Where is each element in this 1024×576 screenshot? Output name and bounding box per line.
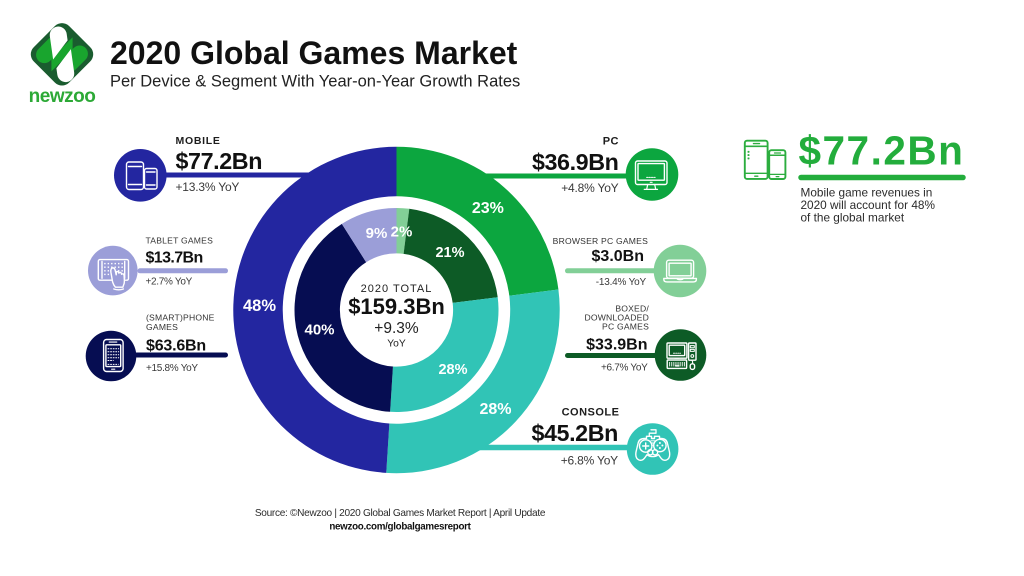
svg-text:MOBILE: MOBILE — [176, 135, 221, 147]
svg-text:Source: ©Newzoo | 2020 Global: Source: ©Newzoo | 2020 Global Games Mark… — [255, 508, 546, 519]
svg-text:$36.9Bn: $36.9Bn — [532, 149, 619, 175]
svg-text:$77.2Bn: $77.2Bn — [799, 128, 965, 174]
svg-text:$33.9Bn: $33.9Bn — [586, 337, 647, 354]
svg-text:28%: 28% — [479, 401, 511, 418]
svg-text:YoY: YoY — [387, 339, 406, 350]
svg-text:DOWNLOADED: DOWNLOADED — [584, 313, 649, 323]
svg-text:of the global market: of the global market — [801, 211, 905, 225]
svg-text:+6.8% YoY: +6.8% YoY — [561, 454, 618, 468]
svg-text:21%: 21% — [435, 245, 464, 261]
svg-text:+15.8% YoY: +15.8% YoY — [146, 363, 198, 374]
svg-text:+4.8% YoY: +4.8% YoY — [561, 181, 618, 195]
svg-text:newzoo: newzoo — [29, 86, 96, 107]
svg-text:(SMART)PHONE: (SMART)PHONE — [146, 313, 215, 323]
svg-text:PC GAMES: PC GAMES — [602, 322, 649, 332]
svg-text:2%: 2% — [391, 224, 413, 241]
svg-text:TABLET GAMES: TABLET GAMES — [146, 236, 214, 246]
svg-text:Per Device & Segment With Year: Per Device & Segment With Year-on-Year G… — [110, 73, 520, 91]
svg-text:newzoo.com/globalgamesreport: newzoo.com/globalgamesreport — [329, 522, 471, 533]
svg-text:23%: 23% — [472, 200, 504, 217]
svg-text:$77.2Bn: $77.2Bn — [176, 148, 263, 174]
svg-text:-13.4% YoY: -13.4% YoY — [596, 277, 647, 288]
svg-text:2020 will account for 48%: 2020 will account for 48% — [801, 198, 936, 212]
svg-text:+9.3%: +9.3% — [374, 320, 419, 337]
svg-text:28%: 28% — [438, 362, 467, 378]
svg-text:$13.7Bn: $13.7Bn — [146, 250, 203, 267]
svg-text:BOXED/: BOXED/ — [615, 304, 649, 314]
svg-text:2020 TOTAL: 2020 TOTAL — [361, 283, 433, 295]
svg-text:Mobile game revenues in: Mobile game revenues in — [801, 186, 933, 200]
svg-text:+2.7% YoY: +2.7% YoY — [146, 277, 193, 288]
svg-text:9%: 9% — [366, 225, 388, 242]
svg-text:GAMES: GAMES — [146, 322, 178, 332]
svg-text:$159.3Bn: $159.3Bn — [348, 294, 445, 319]
svg-text:+13.3% YoY: +13.3% YoY — [176, 180, 240, 194]
svg-text:2020 Global Games Market: 2020 Global Games Market — [110, 35, 518, 71]
svg-text:+6.7% YoY: +6.7% YoY — [601, 363, 648, 374]
svg-text:CONSOLE: CONSOLE — [562, 407, 620, 419]
svg-text:BROWSER PC GAMES: BROWSER PC GAMES — [553, 236, 648, 246]
svg-text:48%: 48% — [243, 297, 276, 315]
svg-text:$45.2Bn: $45.2Bn — [531, 420, 618, 446]
svg-text:40%: 40% — [304, 322, 334, 339]
svg-text:$63.6Bn: $63.6Bn — [146, 338, 206, 355]
svg-text:PC: PC — [603, 136, 619, 148]
svg-text:$3.0Bn: $3.0Bn — [592, 248, 644, 265]
